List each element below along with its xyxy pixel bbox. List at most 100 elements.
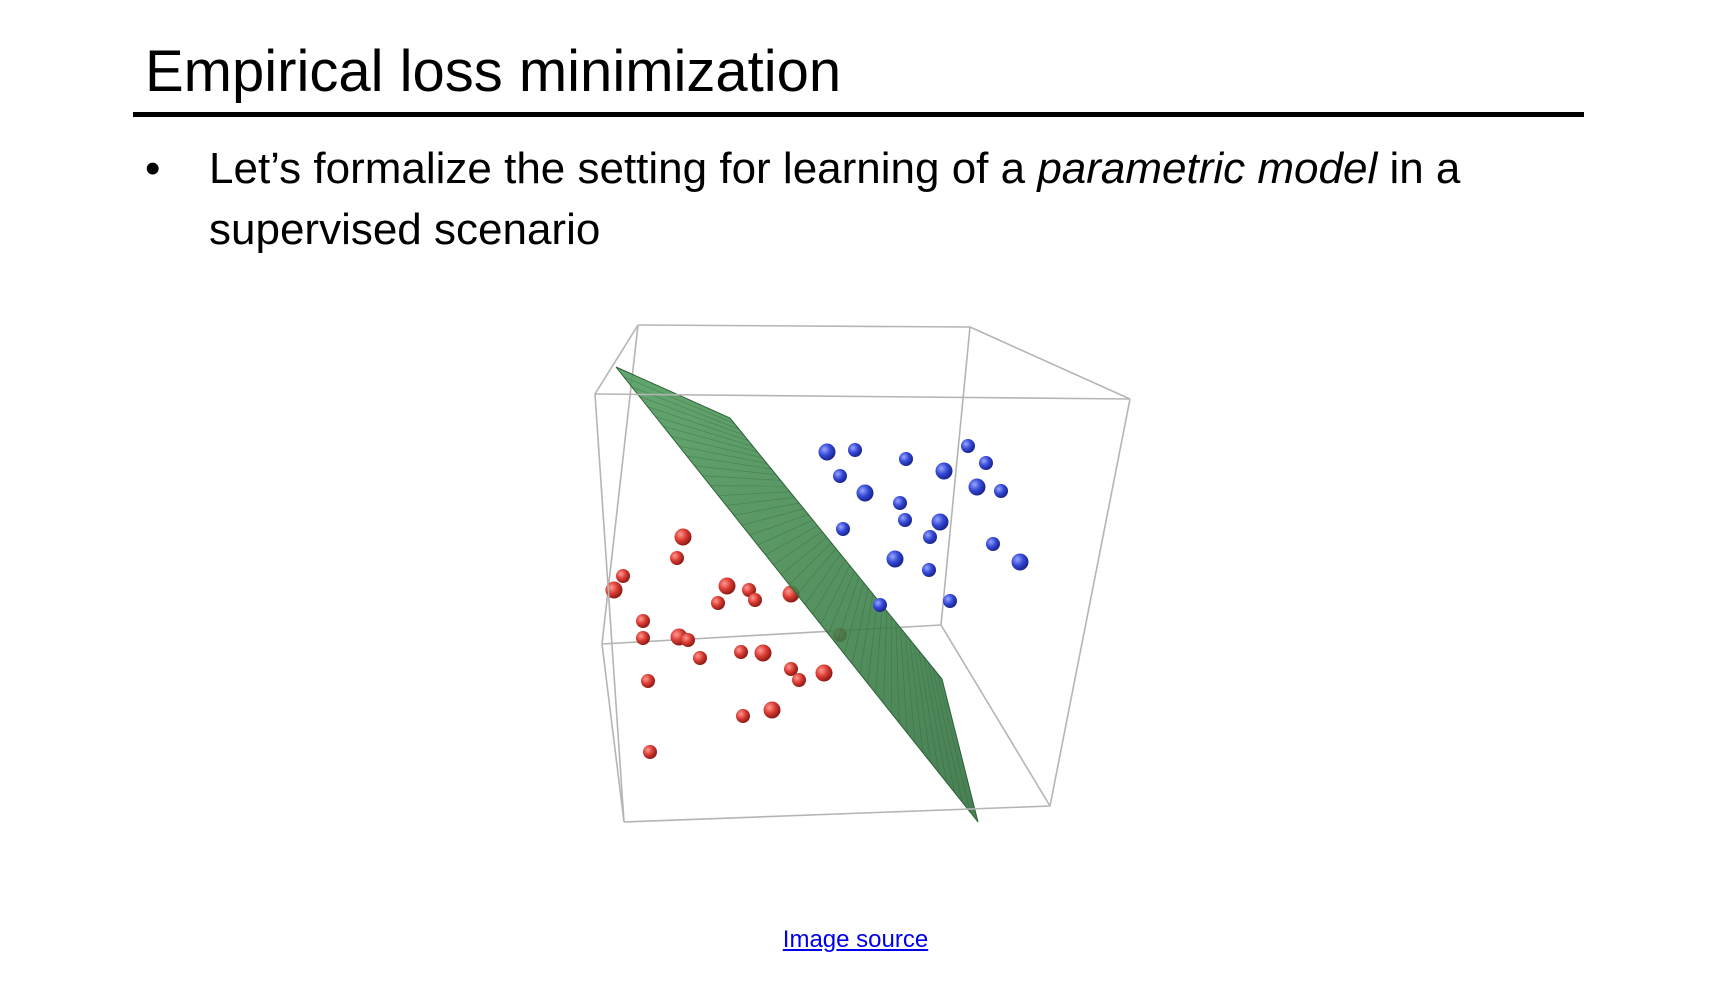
red-data-point: [815, 664, 833, 682]
plane-hatch-line: [773, 531, 823, 566]
cube-edge: [594, 393, 1131, 400]
red-data-point: [763, 701, 781, 719]
plane-hatch-line: [765, 525, 818, 556]
blue-data-point: [943, 594, 957, 608]
plane-hatch-line: [875, 605, 883, 694]
red-data-point: [636, 631, 650, 645]
red-data-point: [784, 662, 798, 676]
plane-hatch-line: [859, 593, 874, 674]
red-data-point: [711, 596, 725, 610]
cube-edge: [940, 326, 971, 626]
plane-hatch-line: [647, 406, 749, 442]
blue-data-point: [968, 478, 986, 496]
plane-hatch-line: [686, 455, 772, 470]
plane-hatch-line: [937, 673, 971, 813]
plane-hatch-line: [867, 599, 878, 684]
plane-hatch-line: [895, 622, 900, 724]
blue-data-point: [893, 496, 907, 510]
decision-plane: [615, 366, 979, 823]
cube-edge: [1049, 398, 1131, 807]
blue-data-point: [979, 456, 993, 470]
bullet-marker: •: [145, 144, 161, 193]
plane-hatch-line: [694, 465, 777, 476]
decision-plane-figure: [580, 305, 1140, 825]
bullet-text-lead: Let’s formalize the setting for learning…: [209, 144, 1038, 193]
bullet-text: Let’s formalize the setting for learning…: [209, 138, 1579, 260]
slide-title: Empirical loss minimization: [145, 39, 842, 104]
plane-hatch-line: [927, 661, 955, 793]
red-data-point: [748, 593, 762, 607]
plane-hatch-line: [726, 497, 795, 506]
plane-hatch-line: [923, 656, 947, 783]
red-data-point: [681, 633, 695, 647]
plane-hatch-line: [932, 667, 963, 803]
blue-data-point: [961, 439, 975, 453]
plane-hatch-line: [918, 650, 940, 773]
plane-hatch-line: [796, 548, 837, 595]
plane-hatch-line: [678, 445, 767, 464]
plane-hatch-line: [900, 627, 908, 734]
plane-hatch-line: [749, 514, 809, 536]
plane-hatch-line: [804, 553, 841, 605]
plane-hatch-line: [788, 542, 832, 585]
blue-data-point: [994, 484, 1008, 498]
plane-surface: [615, 366, 979, 823]
blue-data-point: [873, 598, 887, 612]
red-data-point: [605, 581, 623, 599]
blue-data-point: [986, 537, 1000, 551]
cube-edge: [594, 393, 625, 823]
plane-hatch-line: [741, 508, 804, 526]
plane-hatch-line: [835, 576, 860, 645]
red-data-point: [734, 645, 748, 659]
blue-data-point: [848, 443, 862, 457]
cube-edge: [623, 805, 1051, 823]
blue-data-point: [922, 563, 936, 577]
red-data-point: [616, 569, 630, 583]
red-data-point: [674, 528, 692, 546]
cube-edge: [969, 326, 1131, 400]
plane-hatch-line: [904, 633, 916, 743]
bullet-text-tail: in a supervised scenario: [209, 144, 1461, 254]
cube-edge: [601, 643, 625, 823]
red-data-point: [718, 577, 736, 595]
plane-hatch-line: [733, 502, 800, 516]
3d-scatter-illustration: [594, 324, 1131, 823]
blue-class-points: [818, 439, 1029, 612]
plane-hatch-line: [883, 610, 888, 704]
image-source-link[interactable]: Image source: [782, 926, 929, 953]
blue-data-point: [886, 550, 904, 568]
plane-hatching: [623, 376, 971, 813]
plane-hatch-line: [639, 396, 744, 436]
blue-data-point: [856, 484, 874, 502]
plane-hatch-line: [843, 582, 865, 654]
plane-hatch-line: [702, 475, 781, 481]
blue-data-point: [923, 530, 937, 544]
plane-hatch-line: [828, 571, 855, 635]
blue-data-point: [899, 452, 913, 466]
plane-hatch-line: [781, 536, 828, 576]
cube-edge: [594, 324, 639, 395]
plane-hatch-line: [655, 416, 754, 447]
title-underline: [133, 112, 1584, 117]
blue-data-point: [836, 522, 850, 536]
plane-hatch-line: [718, 491, 790, 496]
red-data-point: [693, 651, 707, 665]
blue-data-point: [1011, 553, 1029, 571]
blue-data-point: [935, 462, 953, 480]
plane-hatch-line: [757, 519, 814, 546]
plane-hatch-line: [670, 435, 763, 459]
red-data-point: [792, 673, 806, 687]
red-data-point: [670, 551, 684, 565]
cube-front-edges: [594, 393, 1131, 823]
plane-hatch-line: [820, 565, 851, 625]
bullet-text-italic: parametric model: [1037, 144, 1378, 193]
red-data-point: [636, 614, 650, 628]
red-data-point: [641, 674, 655, 688]
red-data-point: [643, 745, 657, 759]
plane-hatch-line: [851, 588, 869, 664]
plane-hatch-line: [913, 644, 932, 763]
red-data-point: [754, 644, 772, 662]
plane-hatch-line: [623, 376, 735, 425]
plane-hatch-line: [663, 425, 758, 453]
plane-hatch-line: [812, 559, 846, 615]
